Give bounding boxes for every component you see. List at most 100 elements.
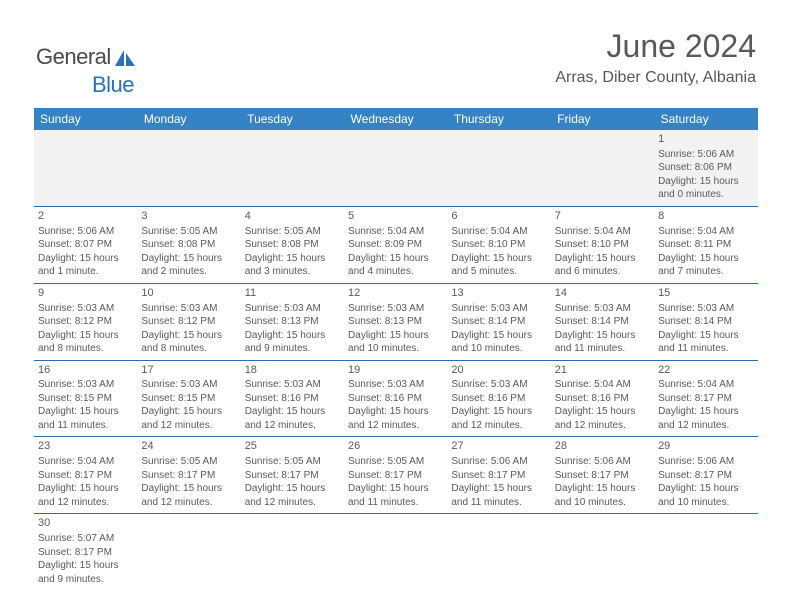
calendar-day-cell: 17Sunrise: 5:03 AMSunset: 8:15 PMDayligh…: [137, 360, 240, 437]
logo-word2: Blue: [92, 72, 134, 97]
sunrise-line: Sunrise: 5:03 AM: [348, 378, 443, 392]
day-number: 16: [38, 363, 133, 378]
calendar-day-cell: 15Sunrise: 5:03 AMSunset: 8:14 PMDayligh…: [654, 283, 757, 360]
day-number: 14: [555, 286, 650, 301]
calendar-day-cell: [447, 130, 550, 206]
day-number: 29: [658, 439, 753, 454]
sunset-line: Sunset: 8:12 PM: [141, 315, 236, 329]
daylight-line: Daylight: 15 hours and 12 minutes.: [38, 482, 133, 509]
calendar-day-cell: 28Sunrise: 5:06 AMSunset: 8:17 PMDayligh…: [551, 437, 654, 514]
sunset-line: Sunset: 8:13 PM: [245, 315, 340, 329]
sunrise-line: Sunrise: 5:06 AM: [451, 455, 546, 469]
calendar-day-cell: 5Sunrise: 5:04 AMSunset: 8:09 PMDaylight…: [344, 206, 447, 283]
sunset-line: Sunset: 8:12 PM: [38, 315, 133, 329]
calendar-day-cell: 8Sunrise: 5:04 AMSunset: 8:11 PMDaylight…: [654, 206, 757, 283]
day-number: 1: [658, 132, 753, 147]
calendar-day-cell: 6Sunrise: 5:04 AMSunset: 8:10 PMDaylight…: [447, 206, 550, 283]
sunrise-line: Sunrise: 5:05 AM: [245, 225, 340, 239]
sunset-line: Sunset: 8:15 PM: [141, 392, 236, 406]
daylight-line: Daylight: 15 hours and 9 minutes.: [245, 329, 340, 356]
calendar-day-cell: 29Sunrise: 5:06 AMSunset: 8:17 PMDayligh…: [654, 437, 757, 514]
month-title: June 2024: [555, 28, 756, 65]
daylight-line: Daylight: 15 hours and 12 minutes.: [555, 405, 650, 432]
daylight-line: Daylight: 15 hours and 0 minutes.: [658, 175, 753, 202]
daylight-line: Daylight: 15 hours and 8 minutes.: [38, 329, 133, 356]
logo-sail-icon: [115, 46, 137, 72]
daylight-line: Daylight: 15 hours and 6 minutes.: [555, 252, 650, 279]
sunrise-line: Sunrise: 5:06 AM: [658, 148, 753, 162]
day-number: 11: [245, 286, 340, 301]
calendar-day-cell: 12Sunrise: 5:03 AMSunset: 8:13 PMDayligh…: [344, 283, 447, 360]
day-number: 18: [245, 363, 340, 378]
daylight-line: Daylight: 15 hours and 12 minutes.: [658, 405, 753, 432]
location: Arras, Diber County, Albania: [555, 69, 756, 87]
sunrise-line: Sunrise: 5:05 AM: [141, 455, 236, 469]
calendar-day-cell: 16Sunrise: 5:03 AMSunset: 8:15 PMDayligh…: [34, 360, 137, 437]
sunset-line: Sunset: 8:10 PM: [451, 238, 546, 252]
sunrise-line: Sunrise: 5:03 AM: [245, 302, 340, 316]
sunset-line: Sunset: 8:17 PM: [658, 392, 753, 406]
daylight-line: Daylight: 15 hours and 5 minutes.: [451, 252, 546, 279]
logo-text: General Blue: [36, 44, 137, 97]
sunrise-line: Sunrise: 5:04 AM: [348, 225, 443, 239]
sunset-line: Sunset: 8:17 PM: [38, 469, 133, 483]
daylight-line: Daylight: 15 hours and 8 minutes.: [141, 329, 236, 356]
sunrise-line: Sunrise: 5:06 AM: [38, 225, 133, 239]
sunset-line: Sunset: 8:17 PM: [38, 546, 133, 560]
day-number: 21: [555, 363, 650, 378]
sunset-line: Sunset: 8:17 PM: [451, 469, 546, 483]
calendar-day-cell: 14Sunrise: 5:03 AMSunset: 8:14 PMDayligh…: [551, 283, 654, 360]
daylight-line: Daylight: 15 hours and 4 minutes.: [348, 252, 443, 279]
daylight-line: Daylight: 15 hours and 2 minutes.: [141, 252, 236, 279]
sunrise-line: Sunrise: 5:03 AM: [451, 302, 546, 316]
day-number: 4: [245, 209, 340, 224]
calendar-day-cell: 27Sunrise: 5:06 AMSunset: 8:17 PMDayligh…: [447, 437, 550, 514]
daylight-line: Daylight: 15 hours and 12 minutes.: [348, 405, 443, 432]
sunrise-line: Sunrise: 5:03 AM: [141, 302, 236, 316]
day-number: 24: [141, 439, 236, 454]
day-number: 30: [38, 516, 133, 531]
sunrise-line: Sunrise: 5:04 AM: [658, 225, 753, 239]
day-number: 19: [348, 363, 443, 378]
daylight-line: Daylight: 15 hours and 12 minutes.: [451, 405, 546, 432]
daylight-line: Daylight: 15 hours and 12 minutes.: [245, 405, 340, 432]
calendar-day-cell: 19Sunrise: 5:03 AMSunset: 8:16 PMDayligh…: [344, 360, 447, 437]
sunrise-line: Sunrise: 5:03 AM: [451, 378, 546, 392]
daylight-line: Daylight: 15 hours and 3 minutes.: [245, 252, 340, 279]
calendar-week-row: 16Sunrise: 5:03 AMSunset: 8:15 PMDayligh…: [34, 360, 758, 437]
daylight-line: Daylight: 15 hours and 12 minutes.: [245, 482, 340, 509]
sunrise-line: Sunrise: 5:03 AM: [141, 378, 236, 392]
day-number: 12: [348, 286, 443, 301]
sunrise-line: Sunrise: 5:05 AM: [348, 455, 443, 469]
daylight-line: Daylight: 15 hours and 10 minutes.: [348, 329, 443, 356]
sunrise-line: Sunrise: 5:06 AM: [658, 455, 753, 469]
sunrise-line: Sunrise: 5:04 AM: [38, 455, 133, 469]
calendar-day-cell: 1Sunrise: 5:06 AMSunset: 8:06 PMDaylight…: [654, 130, 757, 206]
day-number: 17: [141, 363, 236, 378]
sunset-line: Sunset: 8:16 PM: [555, 392, 650, 406]
sunset-line: Sunset: 8:17 PM: [245, 469, 340, 483]
calendar-day-cell: 21Sunrise: 5:04 AMSunset: 8:16 PMDayligh…: [551, 360, 654, 437]
sunset-line: Sunset: 8:09 PM: [348, 238, 443, 252]
calendar-day-cell: 11Sunrise: 5:03 AMSunset: 8:13 PMDayligh…: [241, 283, 344, 360]
sunrise-line: Sunrise: 5:05 AM: [245, 455, 340, 469]
calendar-day-cell: [551, 514, 654, 590]
calendar-day-cell: 22Sunrise: 5:04 AMSunset: 8:17 PMDayligh…: [654, 360, 757, 437]
logo-word1: General: [36, 44, 111, 69]
day-number: 5: [348, 209, 443, 224]
calendar-day-cell: 23Sunrise: 5:04 AMSunset: 8:17 PMDayligh…: [34, 437, 137, 514]
calendar-day-cell: [241, 130, 344, 206]
daylight-line: Daylight: 15 hours and 11 minutes.: [38, 405, 133, 432]
sunset-line: Sunset: 8:14 PM: [555, 315, 650, 329]
calendar-day-cell: [654, 514, 757, 590]
calendar-week-row: 1Sunrise: 5:06 AMSunset: 8:06 PMDaylight…: [34, 130, 758, 206]
daylight-line: Daylight: 15 hours and 7 minutes.: [658, 252, 753, 279]
sunset-line: Sunset: 8:17 PM: [658, 469, 753, 483]
sunset-line: Sunset: 8:16 PM: [245, 392, 340, 406]
day-number: 3: [141, 209, 236, 224]
day-number: 9: [38, 286, 133, 301]
sunset-line: Sunset: 8:07 PM: [38, 238, 133, 252]
daylight-line: Daylight: 15 hours and 11 minutes.: [451, 482, 546, 509]
sunrise-line: Sunrise: 5:05 AM: [141, 225, 236, 239]
sunset-line: Sunset: 8:17 PM: [555, 469, 650, 483]
